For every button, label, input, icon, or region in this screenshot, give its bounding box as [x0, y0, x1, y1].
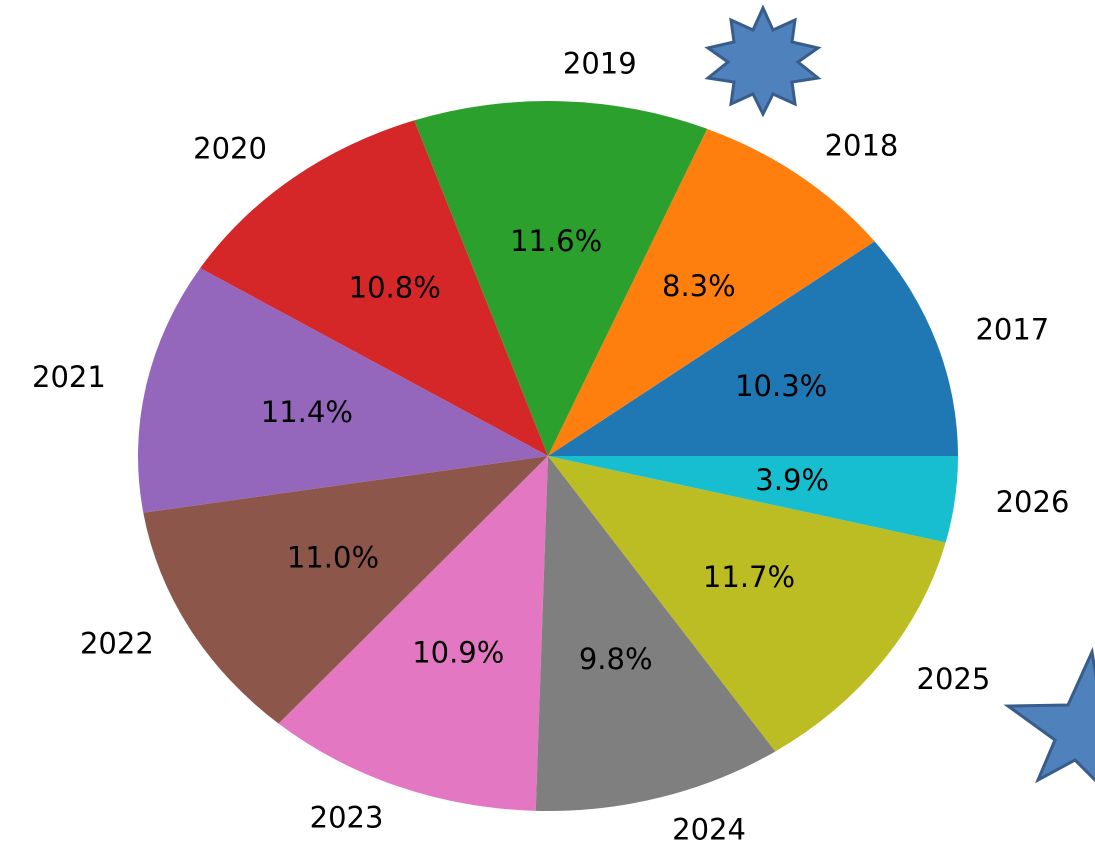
- decoration-burst: [704, 4, 822, 118]
- value-label: 9.8%: [579, 642, 653, 676]
- slice-label: 2022: [80, 627, 154, 661]
- slice-label: 2018: [825, 129, 899, 163]
- slice-label: 2019: [563, 47, 637, 81]
- slice-label: 2026: [996, 485, 1070, 519]
- slice-label: 2020: [193, 132, 267, 166]
- value-label: 8.3%: [662, 269, 736, 303]
- pie-slice: [200, 120, 548, 457]
- value-label: 11.0%: [287, 540, 379, 574]
- value-label: 11.7%: [703, 560, 795, 594]
- pie-slice: [548, 456, 958, 543]
- pie: [137, 101, 958, 811]
- pie-slice: [548, 456, 946, 752]
- decoration-star: [1003, 646, 1095, 784]
- pie-slice: [535, 456, 776, 811]
- value-label: 10.9%: [412, 635, 504, 669]
- slice-label: 2025: [917, 662, 991, 696]
- value-label: 3.9%: [755, 463, 829, 497]
- pie-slice: [143, 456, 549, 724]
- pie-slice: [548, 128, 875, 457]
- value-label: 10.8%: [349, 270, 441, 304]
- slice-label: 2017: [975, 312, 1049, 346]
- pie-slice: [548, 241, 958, 456]
- pie-slice: [278, 456, 548, 811]
- slice-label: 2023: [310, 801, 384, 835]
- value-label: 10.3%: [735, 369, 827, 403]
- value-label: 11.4%: [261, 395, 353, 429]
- slice-label: 2024: [672, 812, 746, 846]
- pie-slice: [137, 268, 548, 513]
- value-label: 11.6%: [510, 224, 602, 258]
- pie-slice: [414, 101, 708, 456]
- slice-label: 2021: [32, 360, 106, 394]
